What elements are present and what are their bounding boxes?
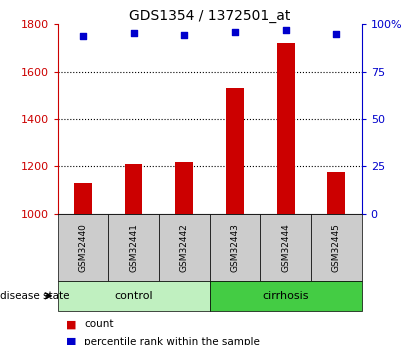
Text: count: count <box>84 319 114 329</box>
Bar <box>328 172 345 214</box>
Text: ■: ■ <box>66 319 76 329</box>
Text: GSM32441: GSM32441 <box>129 223 138 272</box>
Text: GSM32443: GSM32443 <box>231 223 240 272</box>
Text: GSM32444: GSM32444 <box>281 223 290 272</box>
Text: cirrhosis: cirrhosis <box>262 291 309 301</box>
Text: percentile rank within the sample: percentile rank within the sample <box>84 337 260 345</box>
Bar <box>125 164 143 214</box>
Text: GSM32440: GSM32440 <box>79 223 88 272</box>
Bar <box>277 43 295 214</box>
Text: GSM32442: GSM32442 <box>180 223 189 272</box>
Point <box>282 27 289 32</box>
Text: GSM32445: GSM32445 <box>332 223 341 272</box>
Title: GDS1354 / 1372501_at: GDS1354 / 1372501_at <box>129 9 290 23</box>
Point <box>181 32 187 37</box>
Point <box>333 31 339 36</box>
Point <box>232 29 238 34</box>
Point <box>130 30 137 36</box>
Text: ■: ■ <box>66 337 76 345</box>
Bar <box>74 183 92 214</box>
Bar <box>175 162 193 214</box>
Text: disease state: disease state <box>0 291 69 301</box>
Text: control: control <box>114 291 153 301</box>
Bar <box>226 88 244 214</box>
Point <box>80 33 86 38</box>
